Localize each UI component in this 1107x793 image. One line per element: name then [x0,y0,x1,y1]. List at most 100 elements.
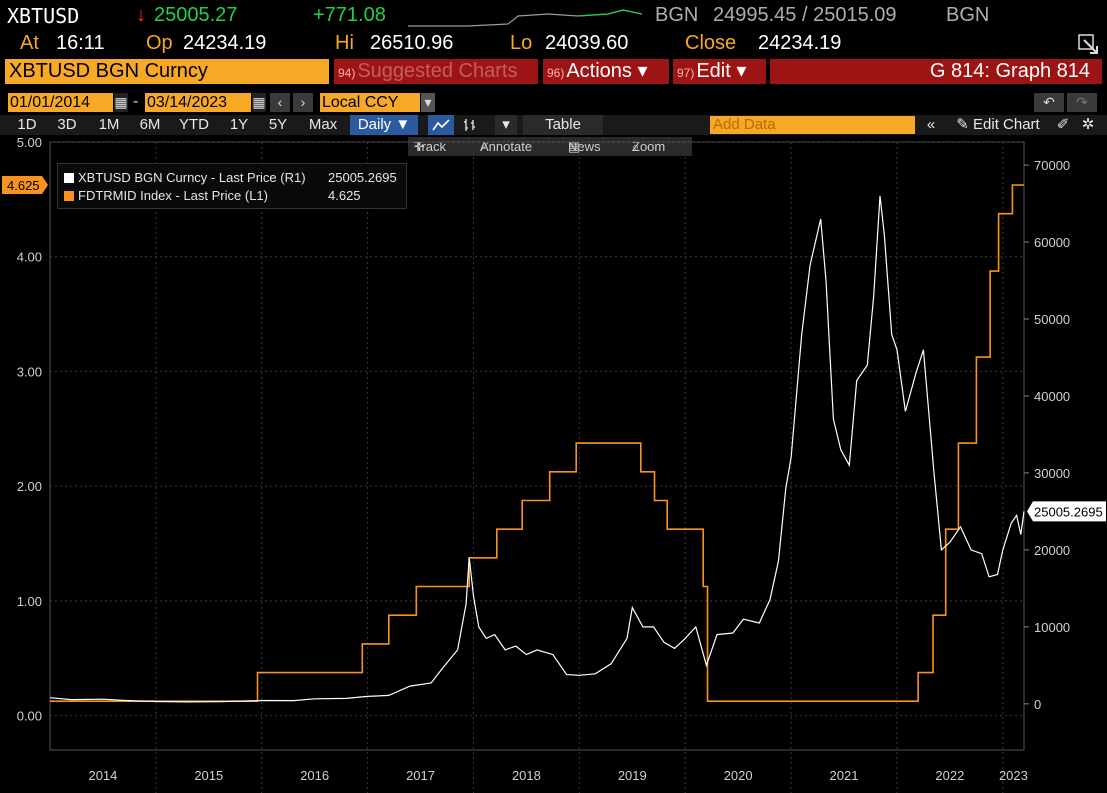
legend-row-fed: FDTRMID Index - Last Price (L1) [64,188,268,203]
x-tick-label: 2016 [300,768,329,783]
date-separator: - [133,93,139,110]
magnifier-icon: ⌕ [632,139,640,154]
right-tick-label: 60000 [1034,235,1070,250]
right-last-value-label: 25005.2695 [1034,504,1103,519]
collapse-icon[interactable]: « [926,116,936,133]
undo-icon[interactable]: ↶ [1034,93,1064,112]
white-swatch [64,173,74,183]
bitcoin-price-series [49,195,1025,703]
gear-icon[interactable]: ✲ [1081,116,1095,133]
calendar-icon-2[interactable]: ▦ [252,93,266,112]
legend-btc-value: 25005.2695 [328,170,397,185]
open-label: Op [146,32,173,54]
high-label: Hi [335,32,354,54]
x-tick-label: 2023 [999,768,1028,783]
open-value: 24234.19 [183,32,267,54]
period-1d[interactable]: 1D [17,116,37,133]
prev-arrow-icon[interactable]: ‹ [270,93,290,112]
end-date-input[interactable]: 03/14/2023 [145,93,251,112]
edit-chart-button[interactable]: ✎ Edit Chart [947,115,1049,135]
edit-button[interactable]: 97) Edit ▾ [673,59,766,84]
annotate-label: Annotate [480,139,533,154]
suggested-charts-button[interactable]: 94) Suggested Charts [334,59,538,84]
x-tick-label: 2015 [194,768,223,783]
menu-bar: XBTUSD BGN Curncy 94) Suggested Charts 96… [0,59,1107,85]
legend-row-btc: XBTUSD BGN Curncy - Last Price (R1) [64,170,306,185]
actions-num: 96) [547,66,565,80]
x-tick-label: 2017 [406,768,435,783]
expand-icon[interactable] [1078,34,1100,56]
suggested-label: Suggested Charts [357,60,518,82]
currency-select[interactable]: Local CCY [320,93,420,112]
price-source: BGN [655,4,699,26]
left-tick-label: 4.00 [17,250,42,265]
x-tick-label: 2022 [935,768,964,783]
ticker[interactable]: XBTUSD [7,4,80,28]
dropdown-icon[interactable]: ▾ [421,93,435,112]
price-source-2: BGN [946,4,990,26]
actions-label: Actions ▾ [566,60,648,82]
x-tick-label: 2020 [724,768,753,783]
period-3d[interactable]: 3D [57,116,77,133]
period-6m[interactable]: 6M [139,116,161,133]
period-1y[interactable]: 1Y [229,116,249,133]
zoom-label: Zoom [632,139,666,154]
legend-fed-value: 4.625 [328,188,361,203]
pen-icon: ⟋ [480,139,490,154]
x-tick-label: 2018 [512,768,541,783]
period-1m[interactable]: 1M [98,116,120,133]
left-last-value-label: 4.625 [7,178,40,193]
right-tick-label: 0 [1034,697,1041,712]
last-price: 25005.27 [154,4,238,26]
legend-fed-name: FDTRMID Index - Last Price (L1) [78,188,268,203]
orange-swatch [64,191,74,201]
price-change: +771.08 [313,4,386,26]
legend-btc-name: XBTUSD BGN Curncy - Last Price (R1) [78,170,306,185]
news-label: News [568,139,601,154]
x-tick-label: 2021 [830,768,859,783]
right-tick-label: 20000 [1034,543,1070,558]
left-tick-label: 0.00 [17,709,42,724]
down-arrow-icon: ↓ [136,4,146,26]
redo-icon[interactable]: ↷ [1067,93,1097,112]
chart-type-dropdown-icon[interactable]: ▾ [495,115,517,135]
right-last-value-tag [1027,501,1106,522]
actions-button[interactable]: 96) Actions ▾ [543,59,669,84]
bar-chart-icon[interactable] [458,115,482,135]
suggested-num: 94) [338,66,356,80]
track-label: Track [414,139,447,154]
left-last-value-tag [2,176,48,195]
chart-legend: XBTUSD BGN Curncy - Last Price (R1) 2500… [57,163,407,209]
x-tick-label: 2014 [88,768,117,783]
right-tick-label: 50000 [1034,312,1070,327]
left-tick-label: 1.00 [17,594,42,609]
high-value: 26510.96 [370,32,454,54]
news-icon: ▤ [568,139,581,154]
calendar-icon[interactable]: ▦ [114,93,128,112]
next-arrow-icon[interactable]: › [293,93,313,112]
sparkline-icon [408,9,642,27]
low-value: 24039.60 [545,32,629,54]
left-tick-label: 3.00 [17,364,42,379]
quote-stats: At 16:11 Op 24234.19 Hi 26510.96 Lo 2403… [0,32,1107,58]
line-chart-icon[interactable] [428,115,454,135]
graph-title: G 814: Graph 814 [770,59,1102,84]
close-value: 24234.19 [758,32,842,54]
low-label: Lo [510,32,533,54]
add-data-input[interactable]: Add Data [710,116,915,134]
crosshair-icon: ✛ [414,139,425,154]
table-button[interactable]: Table [523,115,603,135]
security-field[interactable]: XBTUSD BGN Curncy [5,59,329,84]
left-tick-label: 2.00 [17,479,42,494]
frequency-select[interactable]: Daily ▼ [350,115,418,135]
edit-chart-label: Edit Chart [973,116,1040,133]
period-5y[interactable]: 5Y [268,116,288,133]
edit-icon[interactable]: ✐ [1056,116,1070,133]
period-max[interactable]: Max [308,116,338,133]
bid-ask: 24995.45 / 25015.09 [713,4,897,26]
period-ytd[interactable]: YTD [179,116,209,133]
right-tick-label: 70000 [1034,158,1070,173]
start-date-input[interactable]: 01/01/2014 [8,93,113,112]
x-tick-label: 2019 [618,768,647,783]
price-chart[interactable]: 5.00 4.00 3.00 2.00 1.00 0.00 70000 60000 50000 4… [0,135,1107,793]
